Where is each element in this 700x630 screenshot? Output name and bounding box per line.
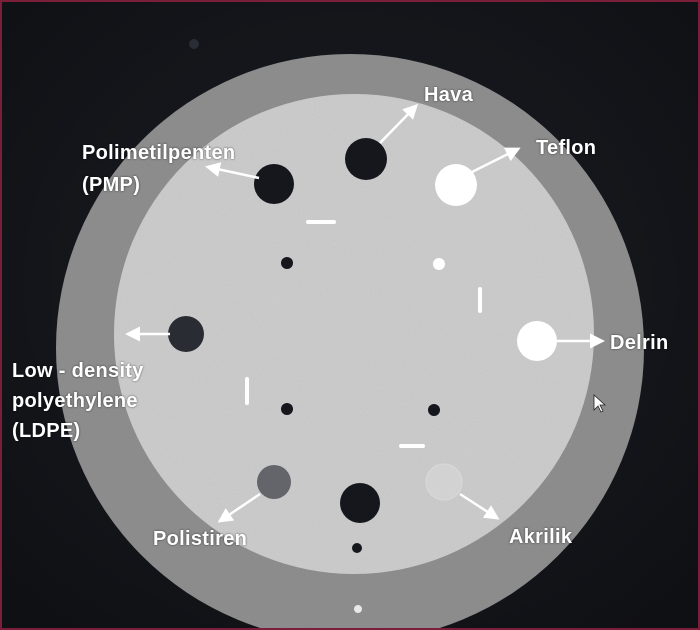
- mouse-cursor-icon: [593, 394, 607, 413]
- small-hole-ring: [352, 543, 362, 553]
- label-hava: Hava: [424, 84, 474, 106]
- insert-akrilik: [425, 463, 463, 501]
- label-pmp-line2: (PMP): [82, 174, 141, 196]
- inner-disk: [114, 94, 594, 574]
- small-dot-edge: [354, 605, 362, 613]
- small-hole: [281, 257, 293, 269]
- label-akrilik: Akrilik: [509, 526, 573, 548]
- insert-polistiren: [257, 465, 291, 499]
- insert-bottom-air: [340, 483, 380, 523]
- insert-pmp: [254, 164, 294, 204]
- marker-bar: [478, 287, 482, 313]
- insert-ldpe: [168, 316, 204, 352]
- label-ldpe-line2: polyethylene: [12, 390, 138, 412]
- insert-delrin: [517, 321, 557, 361]
- small-hole: [281, 403, 293, 415]
- insert-hava: [345, 138, 387, 180]
- label-polistiren: Polistiren: [153, 528, 248, 550]
- marker-bar: [306, 220, 336, 224]
- label-ldpe-line3: (LDPE): [12, 420, 81, 442]
- label-teflon: Teflon: [536, 137, 597, 159]
- label-delrin: Delrin: [610, 332, 669, 354]
- small-dot-bright: [433, 258, 445, 270]
- marker-bar: [399, 444, 425, 448]
- marker-bar: [245, 377, 249, 405]
- background-speck: [189, 39, 199, 49]
- label-ldpe-line1: Low - density: [12, 360, 144, 382]
- insert-teflon: [435, 164, 477, 206]
- small-hole: [428, 404, 440, 416]
- label-pmp-line1: Polimetilpenten: [82, 142, 236, 164]
